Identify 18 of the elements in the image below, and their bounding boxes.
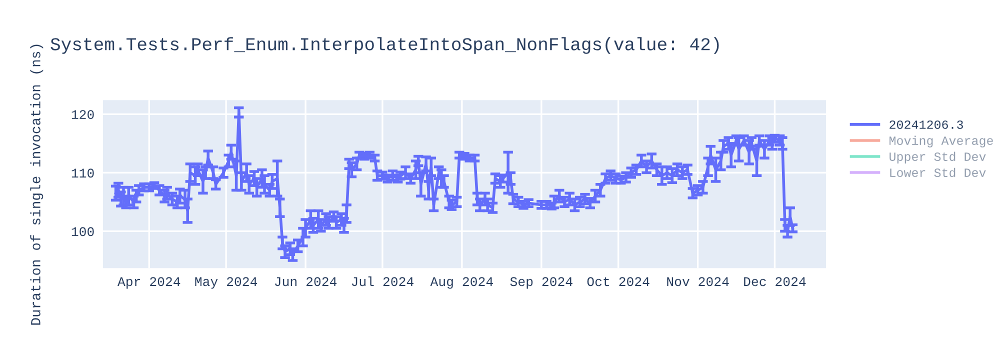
y-tick-label: 110 <box>72 168 94 178</box>
chart-title: System.Tests.Perf_Enum.InterpolateIntoSpan_NonFlags(value: 42) <box>50 37 719 54</box>
legend-label: Lower Std Dev <box>890 168 986 178</box>
x-tick-label: Aug 2024 <box>430 277 493 289</box>
x-tick-label: Dec 2024 <box>744 277 806 286</box>
x-tick-label: Nov 2024 <box>667 277 729 286</box>
legend-label: Moving Average <box>890 136 993 148</box>
x-tick-label: May 2024 <box>195 277 258 289</box>
legend-label: Upper Std Dev <box>890 152 986 164</box>
x-tick-label: Sep 2024 <box>510 277 572 289</box>
x-tick-label: Jul 2024 <box>352 276 414 286</box>
x-tick-label: Apr 2024 <box>117 277 180 289</box>
legend-label: 20241206.3 <box>890 120 963 129</box>
y-tick-label: 120 <box>72 110 94 120</box>
x-tick-label: Oct 2024 <box>587 277 650 286</box>
x-tick-label: Jun 2024 <box>275 277 337 286</box>
y-axis-title: Duration of single invocation (ns) <box>30 44 44 325</box>
y-tick-label: 100 <box>72 227 94 236</box>
